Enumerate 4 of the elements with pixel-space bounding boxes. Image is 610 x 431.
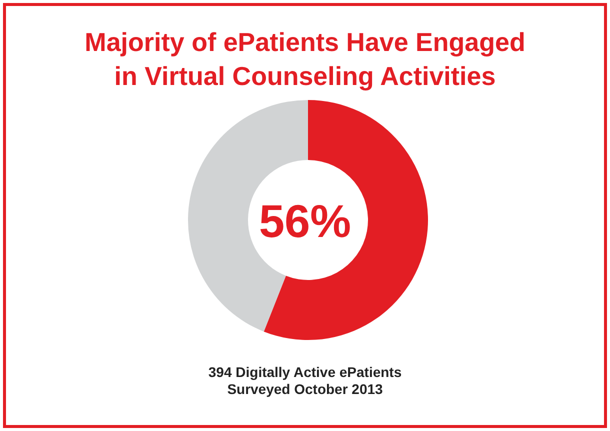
text: 394 Digitally Active ePatients bbox=[208, 364, 402, 380]
text: Surveyed October 2013 bbox=[227, 381, 384, 397]
text: 56% bbox=[258, 195, 352, 247]
chart-title: Majority of ePatients Have Engaged in Virtual Counseling Activities bbox=[84, 27, 526, 91]
